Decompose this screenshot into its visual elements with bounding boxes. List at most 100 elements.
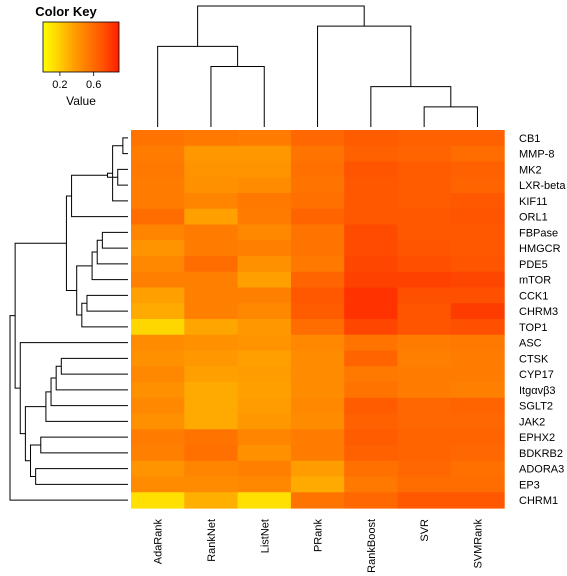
row-label: HMGCR [519,243,561,255]
dendrogram-branch [197,5,365,47]
heatmap-cell [131,382,185,399]
heatmap-cell [290,145,345,163]
heatmap-cell [290,177,345,194]
heatmap-cell [397,492,452,509]
heatmap-cell [131,303,185,320]
heatmap-cell [290,240,345,257]
heatmap-cell [397,240,452,257]
heatmap-cell [237,350,292,367]
heatmap-cell [344,224,399,241]
heatmap-cell [237,271,292,289]
heatmap-cell [450,460,505,478]
heatmap-cell [450,287,505,304]
heatmap-cell [237,366,292,383]
heatmap-cell [344,303,399,320]
heatmap-cell [450,445,505,462]
heatmap-cell [450,256,505,273]
heatmap-cell [450,382,505,399]
row-label: LXR-beta [519,180,566,192]
heatmap-cell [397,224,452,241]
heatmap-cell [344,397,399,415]
heatmap-cell [237,303,292,320]
column-label: SVR [419,519,431,542]
heatmap-cell [290,130,345,147]
heatmap-cell [450,413,505,430]
dendrogram-branch [19,342,128,435]
dendrogram-branch [71,174,128,218]
heatmap-cell [237,193,292,210]
heatmap-cell [344,319,399,336]
heatmap-cell [344,193,399,210]
heatmap-cell [184,303,239,320]
heatmap-cell [344,256,399,273]
dendrogram-branch [101,231,128,249]
heatmap-cell [131,208,185,226]
column-label: SVMRank [472,519,484,569]
heatmap-cell [344,240,399,257]
heatmap-cell [237,334,292,352]
heatmap-cell [184,334,239,352]
heatmap-cell [184,177,239,194]
heatmap-cell [237,208,292,226]
heatmap-cell [450,193,505,210]
heatmap-cell [184,208,239,226]
heatmap-cell [397,256,452,273]
row-label: SGLT2 [519,401,553,413]
row-label: mTOR [519,275,551,287]
column-label: AdaRank [153,519,165,565]
heatmap-cell [184,429,239,446]
heatmap-cell [237,130,292,147]
row-label: PDE5 [519,259,548,271]
heatmap-cell [344,177,399,194]
row-label: CCK1 [519,290,548,302]
heatmap-cell [290,445,345,462]
heatmap-cell [344,208,399,226]
heatmap-cell [397,382,452,399]
heatmap-cell [290,161,345,178]
heatmap-cell [344,130,399,147]
heatmap-cell [184,492,239,509]
heatmap-cell [184,413,239,430]
heatmap-cell [397,161,452,178]
heatmap-cell [397,460,452,478]
heatmap-cell [237,476,292,493]
heatmap-cell [237,240,292,257]
heatmap-cell [131,130,185,147]
heatmap-cell [397,271,452,289]
heatmap-cell [290,492,345,509]
column-dendrogram [157,5,478,127]
dendrogram-branch [55,365,128,391]
heatmap-cell [237,161,292,178]
heatmap-cell [131,413,185,430]
dendrogram-branch [96,239,128,265]
column-label: ListNet [259,519,271,553]
heatmap-cell [131,350,185,367]
dendrogram-branch [157,45,239,127]
row-label: CYP17 [519,369,554,381]
heatmap-cell [131,445,185,462]
heatmap-cell [397,334,452,352]
heatmap-cell [450,161,505,178]
dendrogram-branch [86,294,128,312]
heatmap-cell [450,319,505,336]
heatmap-cell [290,303,345,320]
heatmap-cell [131,271,185,289]
heatmap-cell [237,256,292,273]
dendrogram-branch [35,468,128,485]
row-label: EP3 [519,479,540,491]
heatmap-cell [450,429,505,446]
heatmap-cell [131,224,185,241]
heatmap-cell [290,382,345,399]
heatmap-cell [184,145,239,163]
heatmap-cell [397,429,452,446]
heatmap-cell [184,161,239,178]
heatmap-cell [344,445,399,462]
column-label: PRank [313,519,325,553]
heatmap-cell [131,429,185,446]
heatmap-cell [397,366,452,383]
row-label: KIF11 [519,196,548,208]
row-label: MMP-8 [519,149,554,161]
dendrogram-branch [45,391,128,422]
heatmap-cell [184,271,239,289]
row-label: CHRM3 [519,306,558,318]
